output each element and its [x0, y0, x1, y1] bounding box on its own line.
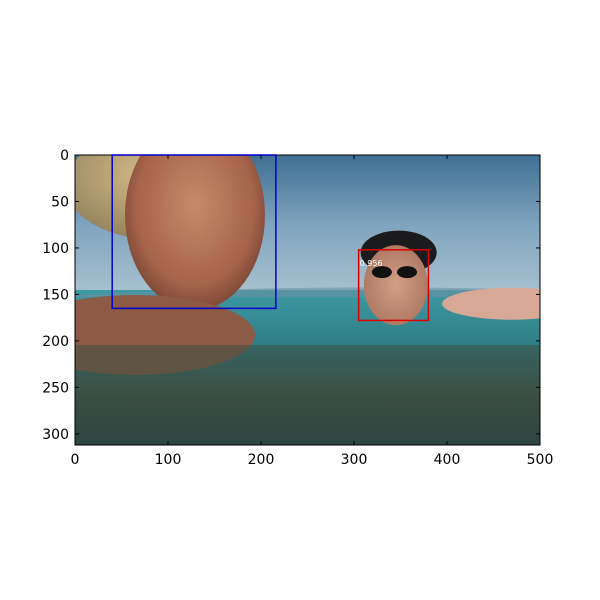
- photo: [75, 155, 540, 445]
- y-tick-label: 300: [42, 427, 69, 443]
- detection-box-2: [357, 249, 430, 322]
- x-tick-label: 500: [527, 452, 554, 468]
- y-tick-label: 0: [60, 148, 69, 164]
- x-tick-label: 400: [434, 452, 461, 468]
- ticks: 0 100 200 300 400 500 0 50 100 150 200 250 300: [42, 148, 553, 468]
- y-tick-label: 250: [42, 380, 69, 396]
- y-tick-label: 50: [51, 194, 69, 210]
- detection-box-1: [111, 154, 277, 310]
- x-tick-label: 200: [248, 452, 275, 468]
- y-tick-label: 150: [42, 287, 69, 303]
- x-tick-label: 100: [155, 452, 182, 468]
- y-tick-label: 100: [42, 241, 69, 257]
- y-tick-label: 200: [42, 334, 69, 350]
- detections: 0.956: [111, 154, 430, 322]
- x-tick-label: 0: [71, 452, 80, 468]
- axes-frame: [74, 154, 541, 446]
- x-tick-label: 300: [341, 452, 368, 468]
- detection-score-2: 0.956: [360, 259, 383, 268]
